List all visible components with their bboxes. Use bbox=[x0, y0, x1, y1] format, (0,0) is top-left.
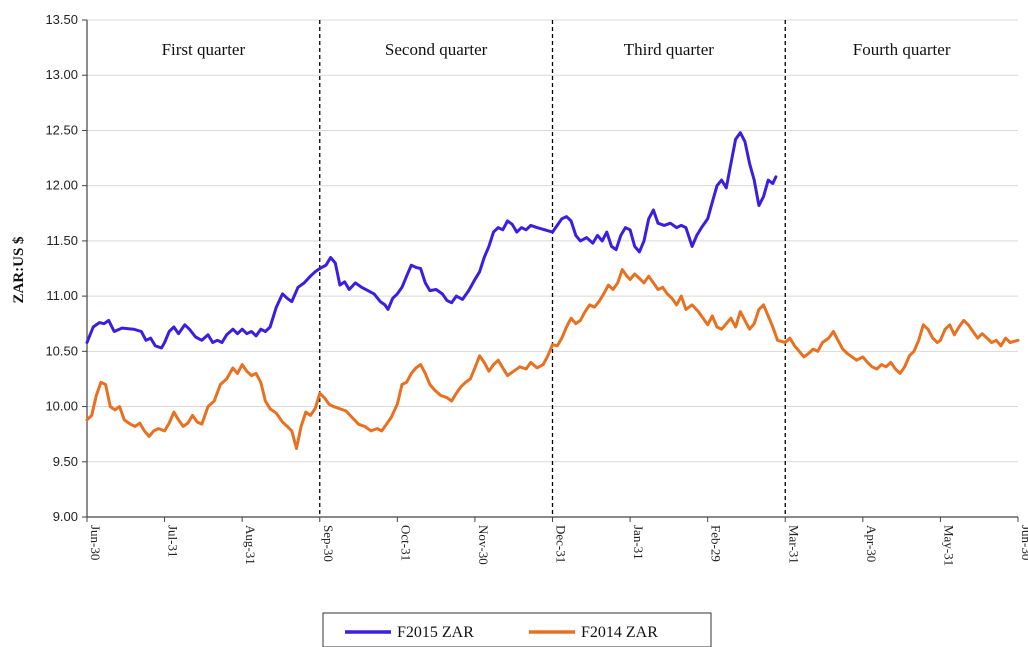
y-tick-label: 9.50 bbox=[53, 454, 78, 469]
y-tick-label: 10.50 bbox=[45, 343, 78, 358]
y-tick-label: 11.50 bbox=[46, 233, 78, 248]
legend-label: F2015 ZAR bbox=[397, 624, 474, 641]
legend: F2015 ZAR F2014 ZAR bbox=[322, 612, 712, 647]
y-tick-label: 10.00 bbox=[45, 399, 78, 414]
x-tick-label: Nov-30 bbox=[476, 525, 491, 565]
x-tick-label: Jun-30 bbox=[1019, 525, 1028, 560]
quarter-labels: First quarter Second quarter Third quarter… bbox=[162, 40, 951, 59]
series-lines bbox=[85, 131, 1020, 450]
x-tick-label: Jan-31 bbox=[631, 525, 646, 560]
x-tick-label: Sep-30 bbox=[321, 525, 336, 562]
legend-label: F2014 ZAR bbox=[581, 624, 658, 641]
series-line-f2015-zar bbox=[85, 131, 778, 350]
x-tick-label: Dec-31 bbox=[554, 525, 569, 563]
x-tick-label: Feb-29 bbox=[709, 525, 724, 562]
y-axis-label: ZAR:US $ bbox=[11, 236, 27, 304]
y-tick-label: 13.50 bbox=[45, 12, 78, 27]
quarter-label: First quarter bbox=[162, 40, 246, 59]
x-tick-label: Apr-30 bbox=[864, 525, 879, 562]
legend-box bbox=[322, 612, 712, 647]
y-tick-label: 13.00 bbox=[45, 67, 78, 82]
quarter-label: Third quarter bbox=[624, 40, 714, 59]
y-tick-label: 12.00 bbox=[45, 178, 78, 193]
x-tick-label: Jul-31 bbox=[166, 525, 181, 558]
x-tick-label: Jun-30 bbox=[88, 525, 103, 560]
quarter-label: Second quarter bbox=[385, 40, 488, 59]
x-tick-label: Mar-31 bbox=[786, 525, 801, 564]
series-line-f2014-zar bbox=[85, 268, 1020, 450]
y-tick-label: 9.00 bbox=[53, 509, 78, 524]
quarter-label: Fourth quarter bbox=[853, 40, 951, 59]
x-tick-label: May-31 bbox=[941, 525, 956, 566]
x-tick-label: Oct-31 bbox=[398, 525, 413, 561]
y-tick-label: 11.00 bbox=[46, 288, 78, 303]
axes: 9.00 9.50 10.00 10.50 11.00 11.50 12.00 12.50 13… bbox=[45, 12, 1028, 566]
y-tick-label: 12.50 bbox=[45, 122, 78, 137]
x-tick-label: Aug-31 bbox=[243, 525, 258, 565]
